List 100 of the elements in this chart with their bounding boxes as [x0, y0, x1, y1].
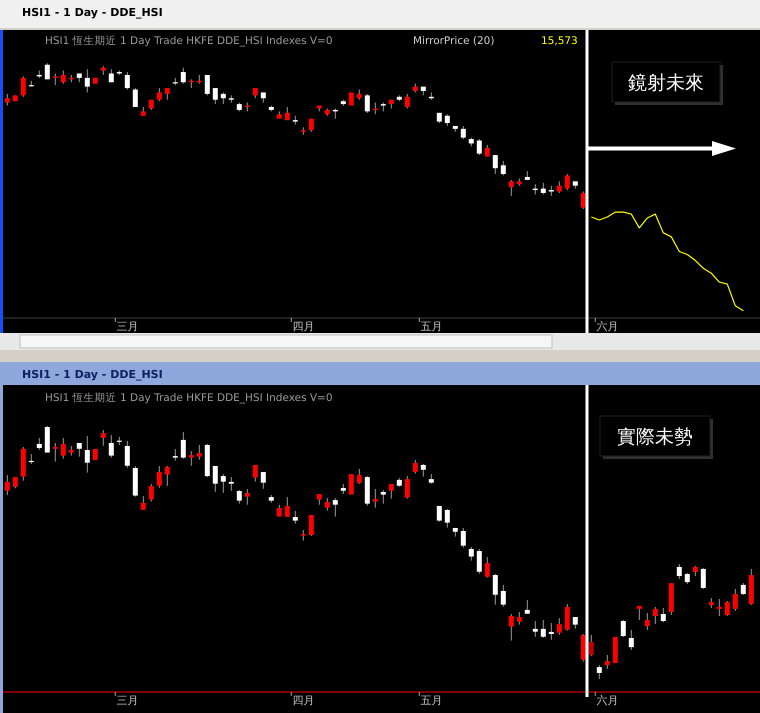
- candlestick: [260, 472, 266, 490]
- candlestick: [676, 563, 682, 580]
- candlestick: [684, 572, 690, 585]
- candlestick: [404, 93, 410, 109]
- candlestick: [412, 459, 418, 474]
- candlestick: [644, 612, 650, 630]
- candlestick: [500, 160, 506, 176]
- candlestick: [692, 565, 698, 577]
- candlestick: [332, 498, 338, 518]
- chart-title: HSI1 - 1 Day - DDE_HSI: [22, 6, 163, 19]
- candlestick: [132, 88, 138, 108]
- candlestick: [300, 529, 306, 542]
- candlestick: [4, 93, 10, 106]
- candlestick: [348, 474, 354, 496]
- candlestick: [124, 72, 130, 90]
- candlestick: [636, 605, 642, 621]
- candlestick: [500, 584, 506, 608]
- candlestick: [340, 483, 346, 495]
- candlestick: [476, 138, 482, 156]
- candlestick: [44, 62, 50, 80]
- candlestick: [532, 184, 538, 195]
- candlestick: [148, 483, 154, 502]
- candlestick: [220, 92, 226, 105]
- candlestick: [220, 474, 226, 494]
- candlestick: [236, 490, 242, 504]
- candlestick: [604, 654, 610, 670]
- candlestick: [508, 179, 514, 196]
- candlestick: [52, 442, 58, 462]
- candlestick: [460, 527, 466, 548]
- candlestick: [356, 89, 362, 100]
- candlestick: [364, 93, 370, 114]
- candlestick: [588, 634, 594, 656]
- chart-title: HSI1 - 1 Day - DDE_HSI: [22, 368, 163, 381]
- candlestick: [540, 620, 546, 638]
- candlestick: [316, 494, 322, 506]
- chart-subtitle: HSI1 恆生期近 1 Day Trade HKFE DDE_HSI Indexes V=0: [45, 391, 333, 404]
- candlestick: [524, 600, 530, 614]
- candlestick: [372, 488, 378, 508]
- candlestick: [628, 629, 634, 650]
- candlestick: [444, 114, 450, 126]
- candlestick: [460, 125, 466, 140]
- candlestick: [52, 73, 58, 86]
- candlestick: [100, 430, 106, 446]
- candlestick: [372, 102, 378, 115]
- candlestick: [324, 498, 330, 512]
- candlestick: [20, 76, 26, 98]
- annotation: 實際未勢: [617, 426, 693, 448]
- candlestick: [572, 616, 578, 630]
- candlestick: [540, 182, 546, 195]
- candlestick: [700, 567, 706, 590]
- candlestick: [492, 154, 498, 175]
- candlestick: [740, 582, 746, 596]
- candlestick: [252, 464, 258, 482]
- candlestick: [388, 483, 394, 500]
- candlestick: [444, 508, 450, 528]
- candlestick: [404, 476, 410, 500]
- candlestick: [436, 505, 442, 522]
- candlestick: [380, 490, 386, 504]
- candlestick: [60, 437, 66, 460]
- candlestick: [620, 620, 626, 638]
- candlestick: [172, 448, 178, 462]
- candlestick: [92, 448, 98, 460]
- candlestick: [716, 598, 722, 617]
- candlestick: [212, 88, 218, 105]
- candlestick: [76, 442, 82, 458]
- candlestick: [84, 68, 90, 93]
- candlestick: [284, 496, 290, 518]
- candlestick: [164, 465, 170, 486]
- candlestick: [508, 613, 514, 642]
- annotation: 鏡射未來: [628, 72, 704, 94]
- candlestick: [292, 510, 298, 524]
- candlestick: [180, 67, 186, 84]
- x-tick-label: 三月: [116, 694, 138, 707]
- candlestick: [548, 622, 554, 640]
- candlestick: [660, 607, 666, 623]
- x-tick-label: 五月: [420, 694, 442, 707]
- candlestick: [36, 437, 42, 450]
- candlestick: [708, 598, 714, 608]
- x-tick-label: 四月: [292, 320, 314, 333]
- x-tick-label: 六月: [596, 694, 618, 707]
- candlestick: [12, 476, 18, 489]
- candlestick: [84, 436, 90, 474]
- x-tick-label: 五月: [420, 320, 442, 333]
- candlestick: [196, 444, 202, 460]
- candlestick: [188, 450, 194, 466]
- x-tick-label: 四月: [292, 694, 314, 707]
- candlestick: [156, 88, 162, 102]
- candlestick: [156, 465, 162, 488]
- candlestick: [308, 118, 314, 132]
- candlestick: [420, 463, 426, 478]
- candlestick: [308, 514, 314, 537]
- candlestick: [204, 74, 210, 96]
- candlestick: [244, 488, 250, 506]
- x-tick-label: 六月: [596, 320, 618, 333]
- candlestick: [428, 474, 434, 484]
- candlestick: [212, 465, 218, 492]
- candlestick: [732, 588, 738, 612]
- candlestick: [468, 546, 474, 562]
- candlestick: [652, 606, 658, 625]
- text: 15,573: [541, 35, 578, 47]
